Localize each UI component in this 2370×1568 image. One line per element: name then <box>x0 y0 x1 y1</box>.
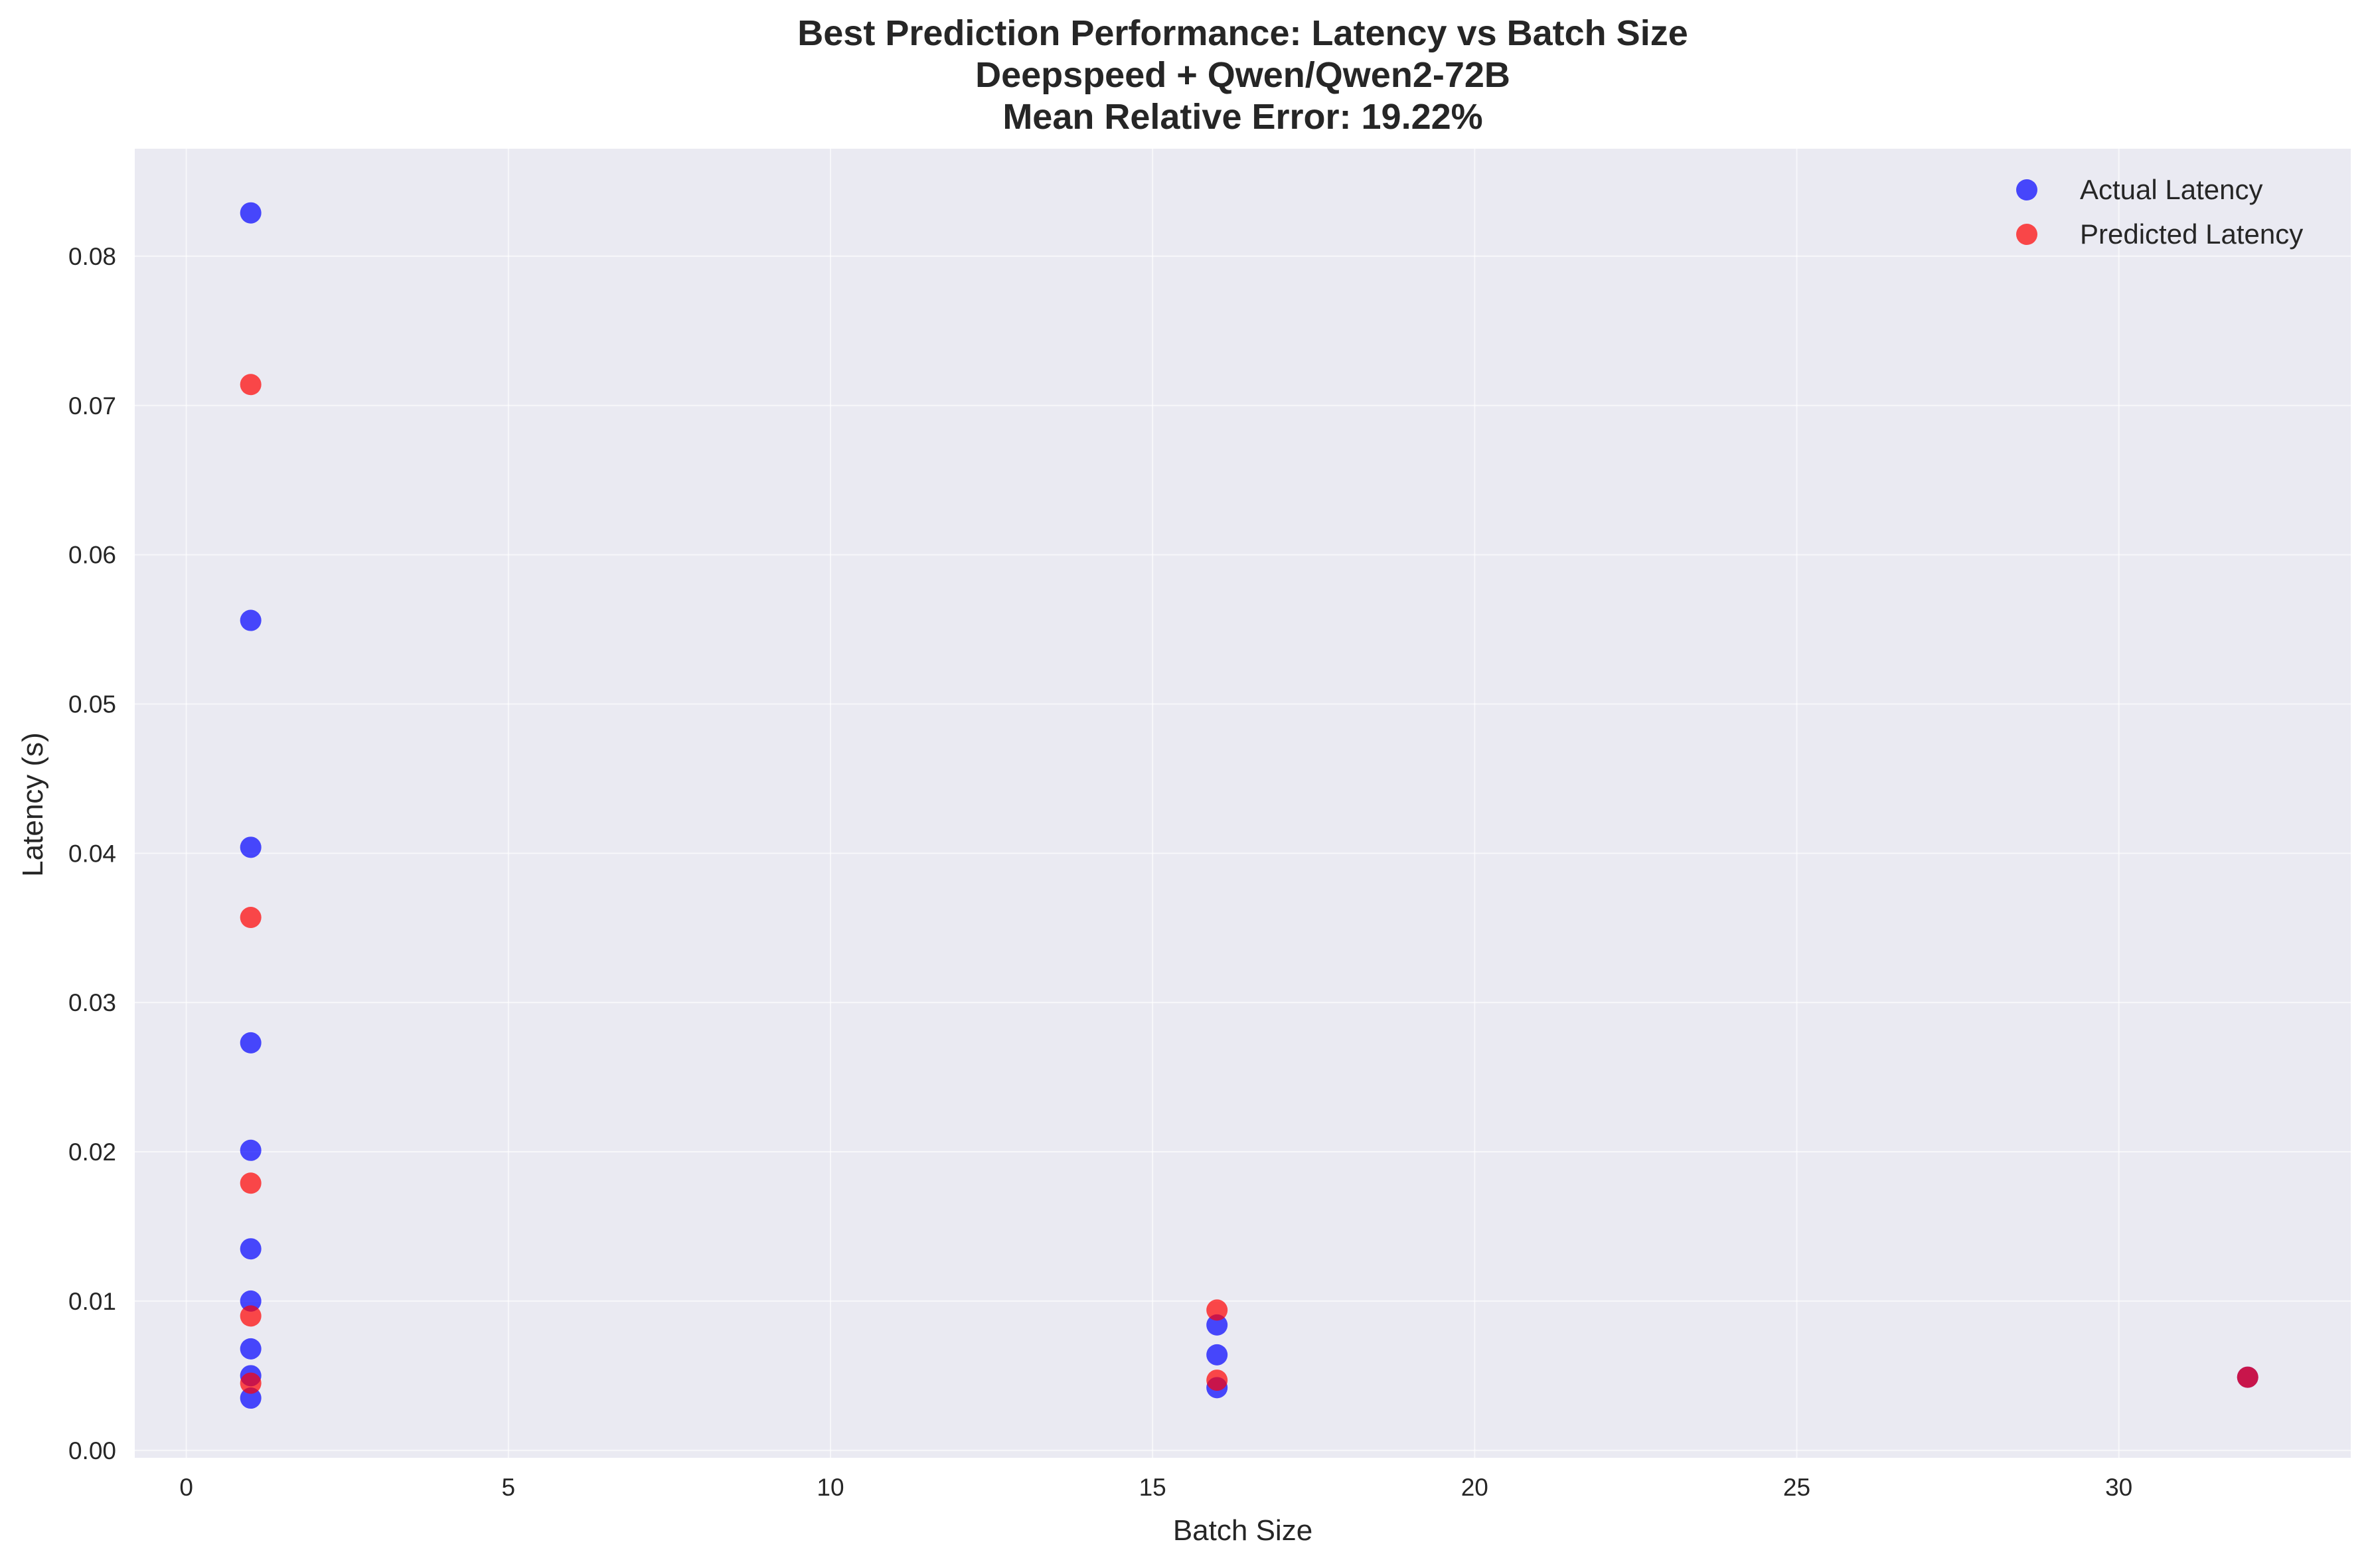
x-tick-label: 10 <box>817 1474 844 1501</box>
chart-title: Best Prediction Performance: Latency vs … <box>797 13 1688 53</box>
actual-latency-point <box>240 1290 262 1312</box>
actual-latency-point <box>240 202 262 224</box>
actual-latency-point <box>1206 1344 1228 1366</box>
x-tick-label: 20 <box>1461 1474 1488 1501</box>
chart-error-summary: Mean Relative Error: 19.22% <box>1002 97 1482 137</box>
x-tick-label: 0 <box>179 1474 193 1501</box>
y-tick-label: 0.01 <box>68 1288 116 1315</box>
y-tick-label: 0.00 <box>68 1437 116 1464</box>
plot-area <box>135 149 2351 1458</box>
predicted-latency-point <box>240 1305 262 1327</box>
legend-label-predicted: Predicted Latency <box>2080 218 2303 250</box>
predicted-latency-point <box>1206 1299 1228 1321</box>
grid-lines <box>135 149 2351 1458</box>
actual-latency-point <box>1206 1314 1228 1336</box>
x-tick-label: 5 <box>502 1474 516 1501</box>
actual-latency-point <box>240 1338 262 1360</box>
y-tick-label: 0.07 <box>68 392 116 420</box>
x-tick-label: 30 <box>2105 1474 2132 1501</box>
y-tick-label: 0.06 <box>68 542 116 569</box>
legend-label-actual: Actual Latency <box>2080 174 2263 205</box>
series-predicted-latency <box>240 374 2258 1394</box>
actual-latency-point <box>240 1139 262 1161</box>
predicted-latency-point <box>240 1172 262 1194</box>
x-tick-label: 15 <box>1139 1474 1166 1501</box>
predicted-latency-point <box>1206 1370 1228 1391</box>
predicted-latency-point <box>240 374 262 396</box>
predicted-latency-point <box>2237 1366 2258 1388</box>
predicted-latency-point <box>240 1372 262 1394</box>
y-tick-label: 0.02 <box>68 1138 116 1166</box>
legend-marker-predicted <box>2016 224 2037 245</box>
y-tick-label: 0.03 <box>68 989 116 1016</box>
x-axis-ticks: 0 5 10 15 20 25 30 <box>179 1474 2132 1501</box>
x-tick-label: 25 <box>1783 1474 1810 1501</box>
actual-latency-point <box>240 1387 262 1409</box>
y-tick-label: 0.08 <box>68 243 116 270</box>
data-points <box>240 202 2258 1409</box>
actual-latency-point <box>240 1238 262 1260</box>
y-tick-label: 0.05 <box>68 690 116 718</box>
x-axis-label: Batch Size <box>1173 1514 1312 1547</box>
actual-latency-point <box>240 1032 262 1054</box>
chart-subtitle: Deepspeed + Qwen/Qwen2-72B <box>975 55 1510 95</box>
legend-marker-actual <box>2016 179 2037 200</box>
actual-latency-point <box>240 836 262 858</box>
y-axis-ticks: 0.00 0.01 0.02 0.03 0.04 0.05 0.06 0.07 0.08 <box>68 243 116 1464</box>
legend: Actual Latency Predicted Latency <box>2016 174 2303 250</box>
actual-latency-point <box>240 609 262 631</box>
y-tick-label: 0.04 <box>68 840 116 867</box>
y-axis-label: Latency (s) <box>17 732 49 877</box>
predicted-latency-point <box>240 907 262 929</box>
